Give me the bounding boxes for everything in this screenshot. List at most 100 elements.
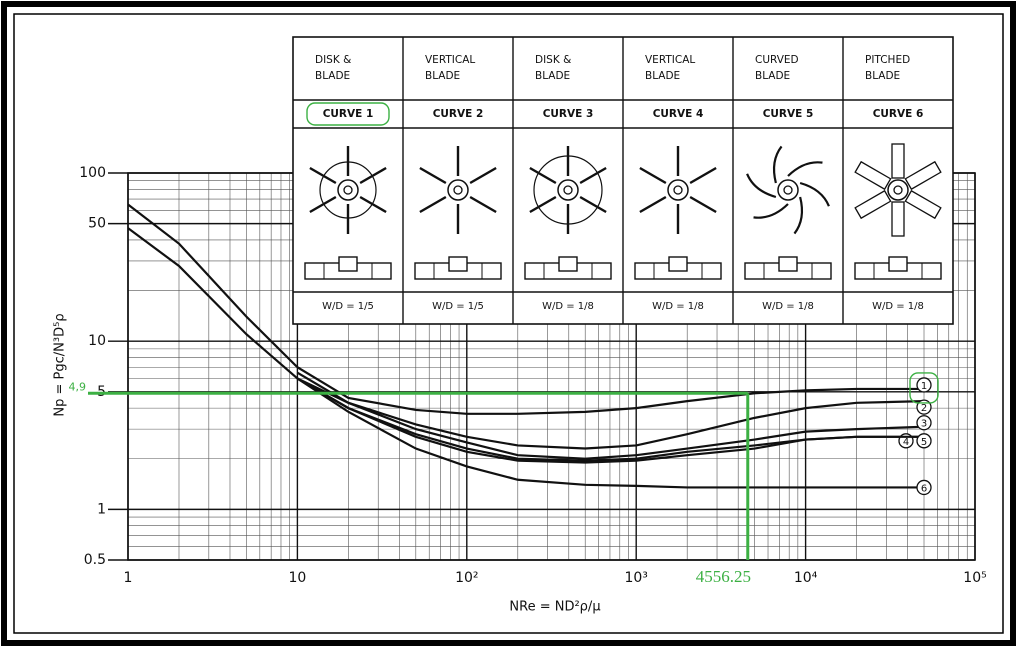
width-ratio: W/D = 1/8 [652, 301, 704, 312]
curve-label: CURVE 1 [323, 108, 374, 120]
curve-marker [916, 415, 932, 431]
y-tick-label: 50 [88, 216, 106, 232]
hub [557, 179, 579, 201]
blade [359, 195, 387, 214]
impeller-type: BLADE [425, 70, 460, 82]
impeller-type: CURVED [755, 54, 799, 66]
curve [296, 371, 925, 460]
blade [469, 195, 497, 214]
width-ratio: W/D = 1/8 [542, 301, 594, 312]
impeller-type: BLADE [535, 70, 570, 82]
y-tick-label: 100 [79, 165, 106, 181]
x-axis-label: NRe = ND²ρ/μ [509, 600, 600, 615]
width-ratio: W/D = 1/5 [322, 301, 374, 312]
hub [343, 185, 353, 195]
blade [904, 189, 942, 220]
highlight [909, 372, 939, 404]
width-ratio: W/D = 1/5 [432, 301, 484, 312]
y-tick-label: 0.5 [84, 552, 106, 568]
impeller-type: VERTICAL [425, 54, 475, 66]
curve-number: 4 [903, 437, 909, 448]
annotation-x-label: 4556.25 [696, 567, 751, 586]
impeller-icon [524, 146, 612, 280]
blade [787, 161, 823, 177]
hub [673, 185, 683, 195]
blade [854, 160, 892, 191]
curve-number: 6 [921, 483, 927, 494]
hub [667, 179, 689, 201]
impeller-type: VERTICAL [645, 54, 695, 66]
blade [799, 181, 830, 207]
annotation-y-label: 4,9 [69, 380, 87, 393]
side-hub [888, 256, 908, 272]
side-hub [668, 256, 688, 272]
curve-marker [916, 399, 932, 415]
hub [893, 185, 903, 195]
hub [777, 179, 799, 201]
highlight [306, 102, 390, 126]
blade [689, 195, 717, 214]
blade [579, 195, 607, 214]
side-hub [448, 256, 468, 272]
impeller-type: BLADE [315, 70, 350, 82]
blade [639, 166, 667, 185]
blade [891, 201, 905, 237]
side-hub [558, 256, 578, 272]
curve [296, 377, 925, 489]
impeller-type: DISK & [535, 54, 571, 66]
impeller-type: PITCHED [865, 54, 910, 66]
side-hub [778, 256, 798, 272]
blade [904, 160, 942, 191]
width-ratio: W/D = 1/8 [762, 301, 814, 312]
blade [529, 166, 557, 185]
blade [419, 195, 447, 214]
blade [359, 166, 387, 185]
x-tick-label: 10² [455, 570, 478, 586]
width-ratio: W/D = 1/8 [872, 301, 924, 312]
curve-number: 5 [921, 437, 927, 448]
blade [753, 203, 789, 219]
inner-frame [13, 13, 1004, 634]
y-tick-label: 1 [97, 501, 106, 517]
impeller-icon [634, 146, 722, 280]
blade [579, 166, 607, 185]
curve-label: CURVE 3 [543, 108, 594, 120]
blade [793, 196, 804, 235]
curve-number: 1 [921, 381, 927, 392]
blade [746, 173, 777, 199]
blade [419, 166, 447, 185]
side-hub [338, 256, 358, 272]
curve [127, 203, 925, 415]
curve-marker [916, 377, 932, 393]
curve-label: CURVE 4 [653, 108, 704, 120]
curve-marker [916, 433, 932, 449]
impeller-type: BLADE [755, 70, 790, 82]
blade [469, 166, 497, 185]
impeller-icon [304, 146, 392, 280]
x-tick-label: 10 [288, 570, 306, 586]
blade [854, 189, 892, 220]
blade [689, 166, 717, 185]
blade [529, 195, 557, 214]
curve-number: 3 [921, 419, 927, 430]
blade [309, 166, 337, 185]
blade [309, 195, 337, 214]
impeller-icon [414, 146, 502, 280]
impeller-type: BLADE [645, 70, 680, 82]
impeller-icon [744, 145, 832, 280]
hub [563, 185, 573, 195]
x-tick-label: 10⁴ [794, 570, 818, 586]
hub [887, 179, 909, 201]
y-tick-label: 10 [88, 333, 106, 349]
y-axis-label: Np = Pgc/N³D⁵ρ [53, 313, 68, 416]
hub [783, 185, 793, 195]
blade [891, 143, 905, 179]
hub [447, 179, 469, 201]
hub [453, 185, 463, 195]
curve-label: CURVE 5 [763, 108, 814, 120]
curve [127, 227, 925, 450]
impeller-type: BLADE [865, 70, 900, 82]
curve [296, 377, 925, 464]
curve-number: 2 [921, 403, 927, 414]
